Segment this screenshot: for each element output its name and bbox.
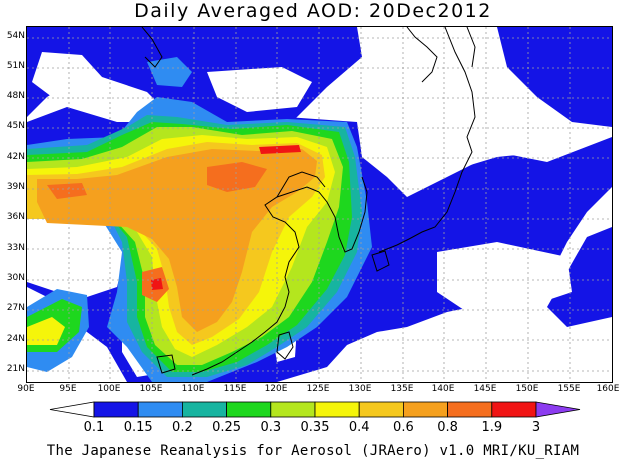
lon-label-135e: 135E <box>390 384 414 394</box>
colorbar-segment-2 <box>137 401 183 418</box>
coastline-china <box>191 186 320 376</box>
aod-level-red-sichuan <box>151 278 163 290</box>
lat-label-36n: 36N <box>6 212 25 222</box>
footer-credit: The Japanese Reanalysis for Aerosol (JRA… <box>46 443 580 459</box>
colorbar-label: 0.6 <box>393 420 414 435</box>
colorbar-segment-3 <box>181 401 227 418</box>
lat-label-54n: 54N <box>6 31 25 41</box>
aod-level-white-north <box>32 52 102 97</box>
aod-field-svg <box>27 27 612 382</box>
lat-label-21n: 21N <box>6 364 25 374</box>
lon-label-120e: 120E <box>264 384 288 394</box>
lon-label-90e: 90E <box>17 384 35 394</box>
lon-label-145e: 145E <box>473 384 497 394</box>
colorbar-label: 3 <box>531 420 541 435</box>
aod-level-darkorange <box>207 162 267 192</box>
colorbar-label: 0.25 <box>212 420 242 435</box>
colorbar-segment-0 <box>49 401 95 418</box>
lon-label-125e: 125E <box>306 384 330 394</box>
colorbar-label: 1.9 <box>481 420 503 435</box>
lon-label-155e: 155E <box>557 384 581 394</box>
aod-level-lightblue-n <box>147 57 192 87</box>
aod-level-red-north <box>259 145 301 154</box>
aod-level-white-east <box>382 117 567 177</box>
lat-label-24n: 24N <box>6 334 25 344</box>
coastline-japan <box>378 27 476 253</box>
colorbar-segment-10 <box>491 401 537 418</box>
colorbar-segment-9 <box>447 401 493 418</box>
lat-label-51n: 51N <box>6 61 25 71</box>
lat-label-42n: 42N <box>6 152 25 162</box>
aod-level-blue-east <box>547 227 612 327</box>
colorbar-segment-1 <box>93 401 139 418</box>
colorbar-segment-5 <box>270 401 316 418</box>
map-gridlines <box>27 27 612 382</box>
coastline-kyushu <box>371 250 390 272</box>
colorbar-label: 0.2 <box>172 420 193 435</box>
colorbar <box>49 401 581 418</box>
lon-label-150e: 150E <box>515 384 539 394</box>
coastline-hokkaido-sakhalin <box>406 27 438 83</box>
lat-label-48n: 48N <box>6 91 25 101</box>
coastline-korea <box>318 176 368 253</box>
lon-label-130e: 130E <box>348 384 372 394</box>
coastline-taiwan <box>276 331 294 360</box>
colorbar-segment-4 <box>226 401 272 418</box>
map-title: Daily Averaged AOD: 20Dec2012 <box>134 0 492 22</box>
lon-label-100e: 100E <box>97 384 121 394</box>
lon-label-105e: 105E <box>139 384 163 394</box>
coastline-lake-baikal <box>141 27 163 68</box>
coastline-bohai <box>276 171 326 198</box>
aod-map <box>26 26 613 383</box>
lon-label-160e: 160E <box>596 384 620 394</box>
aod-level-white-north2 <box>207 67 312 112</box>
coastlines <box>141 27 476 376</box>
aod-level-blue-north <box>27 27 362 147</box>
colorbar-segment-7 <box>358 401 404 418</box>
lon-label-95e: 95E <box>59 384 77 394</box>
aod-level-white-ocean <box>437 242 572 312</box>
lat-label-30n: 30N <box>6 273 25 283</box>
coastline-sakhalin-n <box>466 27 476 68</box>
aod-level-orange <box>37 149 317 332</box>
lat-label-27n: 27N <box>6 303 25 313</box>
lat-label-45n: 45N <box>6 121 25 131</box>
colorbar-segment-6 <box>314 401 360 418</box>
lon-label-115e: 115E <box>223 384 247 394</box>
colorbar-label: 0.1 <box>83 420 105 435</box>
lon-label-140e: 140E <box>431 384 455 394</box>
lat-label-33n: 33N <box>6 243 25 253</box>
lon-label-110e: 110E <box>181 384 205 394</box>
colorbar-label: 0.4 <box>348 420 370 435</box>
aod-level-darkorange3 <box>47 183 87 199</box>
colorbar-label: 0.35 <box>300 420 330 435</box>
lat-label-39n: 39N <box>6 182 25 192</box>
aod-level-yellow-sw <box>27 317 65 345</box>
aod-level-blue-northeast <box>497 27 612 127</box>
colorbar-segment-11 <box>535 401 581 418</box>
coastline-hainan <box>156 354 176 374</box>
colorbar-label: 0.8 <box>437 420 458 435</box>
colorbar-label: 0.3 <box>260 420 282 435</box>
colorbar-segment-8 <box>402 401 448 418</box>
colorbar-label: 0.15 <box>123 420 153 435</box>
